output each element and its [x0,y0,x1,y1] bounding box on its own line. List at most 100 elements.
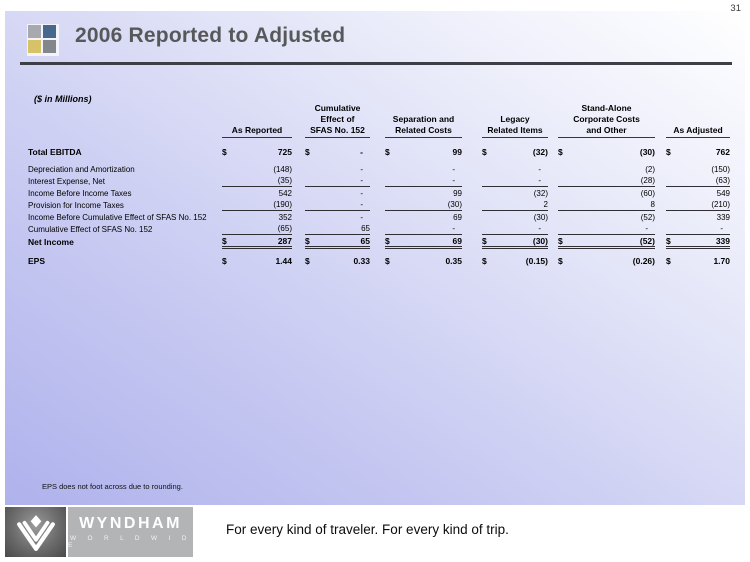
row-label: Income Before Cumulative Effect of SFAS … [28,212,207,222]
cell-value: - [360,212,363,222]
cell-value: - [538,164,541,174]
tagline: For every kind of traveler. For every ki… [226,522,509,537]
slide-title: 2006 Reported to Adjusted [75,24,346,47]
table-cell: (65) [222,223,292,235]
cell-value: - [360,188,363,198]
dollar-sign: $ [558,235,563,246]
table-cell: - [305,211,370,223]
cell-value: (210) [711,200,730,209]
logo-square-yellow [28,40,41,53]
table-row: Cumulative Effect of SFAS No. 152 (65) 65 -… [28,223,730,235]
cell-value: - [720,224,723,233]
table-cell: $ (0.26) [558,254,655,267]
table-cell: - [482,175,548,187]
cell-value: - [645,224,648,233]
dollar-sign: $ [666,235,671,246]
table-header-label-cell: ($ in Millions) [28,92,208,138]
table-cell: 339 [666,211,730,223]
table-cell: $1.44 [222,254,292,267]
dollar-sign: $ [222,235,227,246]
logo-square-gray [28,25,41,38]
table-cell: (63) [666,175,730,187]
cell-value: (150) [711,164,730,174]
table-cell: (35) [222,175,292,187]
table-row: Income Before Income Taxes 542 - 99 (32) (60)… [28,187,730,199]
dollar-sign: $ [385,146,390,157]
table-header-row: ($ in Millions) As Reported Cumulative Ef… [28,92,730,138]
row-label: Income Before Income Taxes [28,188,132,198]
table-cell: - [482,223,548,235]
column-header: Legacy Related Items [482,114,548,138]
cell-value: 99 [452,146,462,157]
dollar-sign: $ [222,255,227,266]
cell-value: 725 [277,146,292,157]
cell-value: 339 [715,235,730,246]
row-label: Provision for Income Taxes [28,200,124,210]
slide-background [5,11,745,505]
table-cell: (190) [222,199,292,211]
dollar-sign: $ [222,146,227,157]
table-cell: 69 [385,211,462,223]
cell-value: (28) [640,176,655,185]
table-row: Income Before Cumulative Effect of SFAS … [28,211,730,223]
cell-value: (30) [447,200,462,209]
slide-accent-logo [27,24,59,56]
footer: WYNDHAM W O R L D W I D E For every kind… [0,505,750,562]
cell-value: 762 [715,146,730,157]
wyndham-wordmark: WYNDHAM W O R L D W I D E [68,507,193,557]
dollar-sign: $ [385,255,390,266]
cell-value: 549 [716,188,730,198]
wordmark-subtext: W O R L D W I D E [68,534,192,549]
financial-table: ($ in Millions) As Reported Cumulative Ef… [28,92,730,267]
dollar-sign: $ [305,255,310,266]
table-cell: 8 [558,199,655,211]
table-cell: $0.33 [305,254,370,267]
table-cell: (52) [558,211,655,223]
cell-value: (0.15) [525,255,548,266]
table-cell: - [385,175,462,187]
column-header: Stand-Alone Corporate Costs and Other [558,103,655,138]
table-cell: $ (0.15) [482,254,548,267]
cell-value: - [538,224,541,233]
table-cell: (150) [666,163,730,175]
table-cell: - [305,187,370,199]
cell-value: - [452,164,455,174]
cell-value: 339 [716,212,730,222]
table-cell: - [385,223,462,235]
table-cell: - [305,163,370,175]
cell-value: (190) [273,200,292,209]
column-header: As Reported [222,125,292,138]
row-label: Depreciation and Amortization [28,164,135,174]
table-cell: 352 [222,211,292,223]
table-cell: (28) [558,175,655,187]
wyndham-w-icon [16,515,55,551]
table-cell: (30) [482,211,548,223]
cell-value: 1.44 [275,255,292,266]
table-row: Depreciation and Amortization (148) - - - (2)… [28,163,730,175]
table-row: Net Income $287 $65 $69 $ (30) $ (52) $339 [28,235,730,249]
logo-square-blue [43,25,56,38]
table-cell: - [305,199,370,211]
table-cell: $99 [385,145,462,158]
wyndham-logo-mark [5,507,66,557]
dollar-sign: $ [666,255,671,266]
cell-value: (30) [532,235,548,246]
cell-value: - [452,176,455,185]
table-cell: - [666,223,730,235]
table-cell: (32) [482,187,548,199]
column-header: Cumulative Effect of SFAS No. 152 [305,103,370,138]
row-label: Net Income [28,237,74,247]
cell-value: (30) [533,212,548,222]
cell-value: 65 [361,224,370,233]
cell-value: - [360,200,363,209]
table-cell: $ (52) [558,235,655,249]
table-cell: 99 [385,187,462,199]
cell-value: - [452,224,455,233]
column-header: As Adjusted [666,125,730,138]
table-cell: 549 [666,187,730,199]
table-cell: - [385,163,462,175]
table-row: Interest Expense, Net (35) - - - (28) (63) [28,175,730,187]
table-cell: $1.70 [666,254,730,267]
cell-value: 69 [453,212,462,222]
